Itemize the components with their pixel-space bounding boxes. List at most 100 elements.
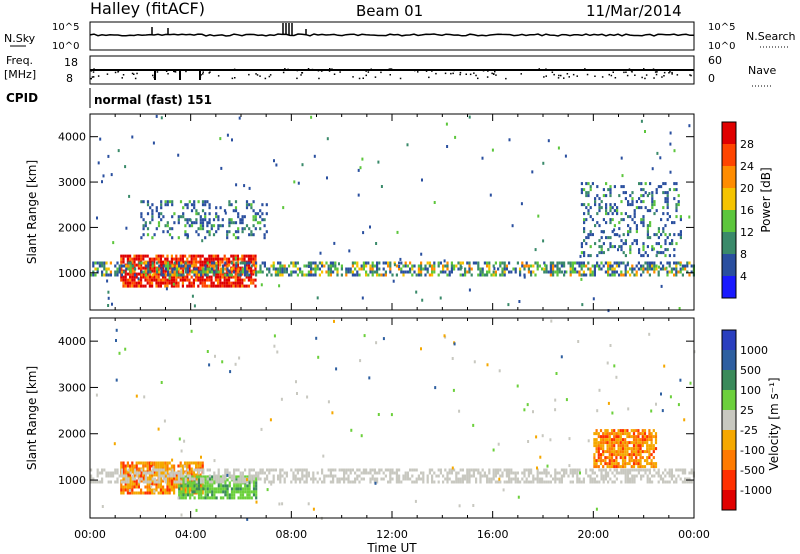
- heatmap-cell: [157, 485, 160, 489]
- heatmap-cell: [109, 471, 112, 475]
- heatmap-cell: [390, 413, 393, 417]
- heatmap-cell: [389, 270, 392, 274]
- heatmap-cell: [650, 465, 653, 469]
- heatmap-cell: [237, 212, 240, 216]
- heatmap-cell: [155, 482, 158, 486]
- heatmap-cell: [234, 206, 238, 210]
- heatmap-cell: [134, 477, 137, 481]
- heatmap-cell: [571, 267, 574, 271]
- heatmap-cell: [122, 491, 125, 495]
- heatmap-cell: [610, 465, 614, 469]
- heatmap-cell: [166, 254, 169, 258]
- heatmap-cell: [611, 411, 614, 415]
- heatmap-cell: [215, 487, 218, 491]
- heatmap-cell: [105, 270, 108, 274]
- heatmap-cell: [679, 263, 682, 267]
- heatmap-cell: [177, 269, 180, 273]
- heatmap-cell: [677, 270, 680, 274]
- heatmap-cell: [554, 408, 557, 412]
- nave-dot: [608, 73, 610, 76]
- ytick-label: 1000: [58, 267, 86, 280]
- heatmap-cell: [635, 239, 638, 243]
- heatmap-cell: [94, 261, 97, 265]
- heatmap-cell: [92, 480, 95, 484]
- heatmap-cell: [393, 263, 396, 267]
- heatmap-cell: [140, 468, 143, 472]
- heatmap-cell: [527, 471, 530, 475]
- heatmap-cell: [131, 257, 134, 261]
- heatmap-cell: [646, 270, 649, 274]
- heatmap-cell: [219, 272, 222, 276]
- heatmap-cell: [543, 267, 546, 271]
- heatmap-cell: [595, 465, 598, 469]
- heatmap-cell: [651, 194, 654, 198]
- heatmap-cell: [444, 270, 447, 274]
- heatmap-cell: [245, 284, 248, 288]
- heatmap-cell: [133, 254, 136, 258]
- heatmap-cell: [107, 296, 110, 300]
- heatmap-cell: [201, 224, 205, 228]
- heatmap-cell: [420, 252, 423, 256]
- heatmap-cell: [204, 215, 207, 219]
- heatmap-cell: [297, 181, 300, 185]
- heatmap-cell: [605, 209, 608, 213]
- heatmap-cell: [587, 439, 590, 443]
- heatmap-cell: [602, 474, 605, 478]
- heatmap-cell: [204, 200, 207, 204]
- heatmap-cell: [279, 477, 282, 481]
- heatmap-cell: [125, 477, 128, 481]
- heatmap-cell: [325, 474, 328, 478]
- heatmap-cell: [197, 273, 200, 277]
- heatmap-cell: [178, 487, 181, 491]
- ytick-label: 1000: [58, 474, 86, 487]
- heatmap-cell: [443, 334, 446, 338]
- heatmap-cell: [684, 480, 687, 484]
- nave-dot: [586, 73, 589, 76]
- heatmap-cell: [153, 266, 156, 270]
- heatmap-cell: [662, 212, 665, 216]
- heatmap-cell: [224, 261, 227, 265]
- heatmap-cell: [472, 474, 475, 478]
- heatmap-cell: [171, 215, 174, 219]
- heatmap-cell: [217, 260, 220, 264]
- heatmap-cell: [201, 203, 205, 207]
- heatmap-cell: [382, 471, 385, 475]
- heatmap-cell: [587, 194, 590, 198]
- heatmap-cell: [655, 264, 658, 268]
- heatmap-cell: [545, 267, 548, 271]
- heatmap-cell: [583, 221, 586, 225]
- heatmap-cell: [523, 471, 526, 475]
- heatmap-cell: [618, 273, 621, 277]
- heatmap-cell: [239, 493, 242, 497]
- heatmap-cell: [129, 482, 132, 486]
- heatmap-cell: [217, 474, 220, 478]
- heatmap-cell: [354, 477, 357, 481]
- heatmap-cell: [567, 474, 570, 478]
- heatmap-cell: [615, 450, 618, 454]
- heatmap-cell: [201, 464, 204, 468]
- heatmap-cell: [525, 468, 528, 472]
- heatmap-cell: [247, 284, 250, 288]
- heatmap-cell: [164, 224, 167, 228]
- heatmap-cell: [135, 485, 138, 489]
- heatmap-cell: [613, 364, 616, 368]
- heatmap-cell: [627, 230, 630, 234]
- heatmap-cell: [655, 233, 658, 237]
- heatmap-cell: [468, 468, 471, 472]
- heatmap-cell: [134, 471, 137, 475]
- heatmap-cell: [201, 278, 204, 282]
- heatmap-cell: [580, 267, 583, 271]
- heatmap-cell: [501, 474, 504, 478]
- heatmap-cell: [151, 464, 154, 468]
- heatmap-cell: [648, 447, 651, 451]
- heatmap-cell: [189, 496, 192, 500]
- heatmap-cell: [635, 456, 638, 460]
- heatmap-cell: [125, 480, 128, 484]
- heatmap-cell: [660, 218, 663, 222]
- heatmap-cell: [192, 470, 195, 474]
- heatmap-cell: [580, 245, 583, 249]
- heatmap-cell: [327, 474, 330, 478]
- heatmap-cell: [468, 267, 471, 271]
- heatmap-cell: [178, 474, 181, 478]
- heatmap-cell: [169, 474, 172, 478]
